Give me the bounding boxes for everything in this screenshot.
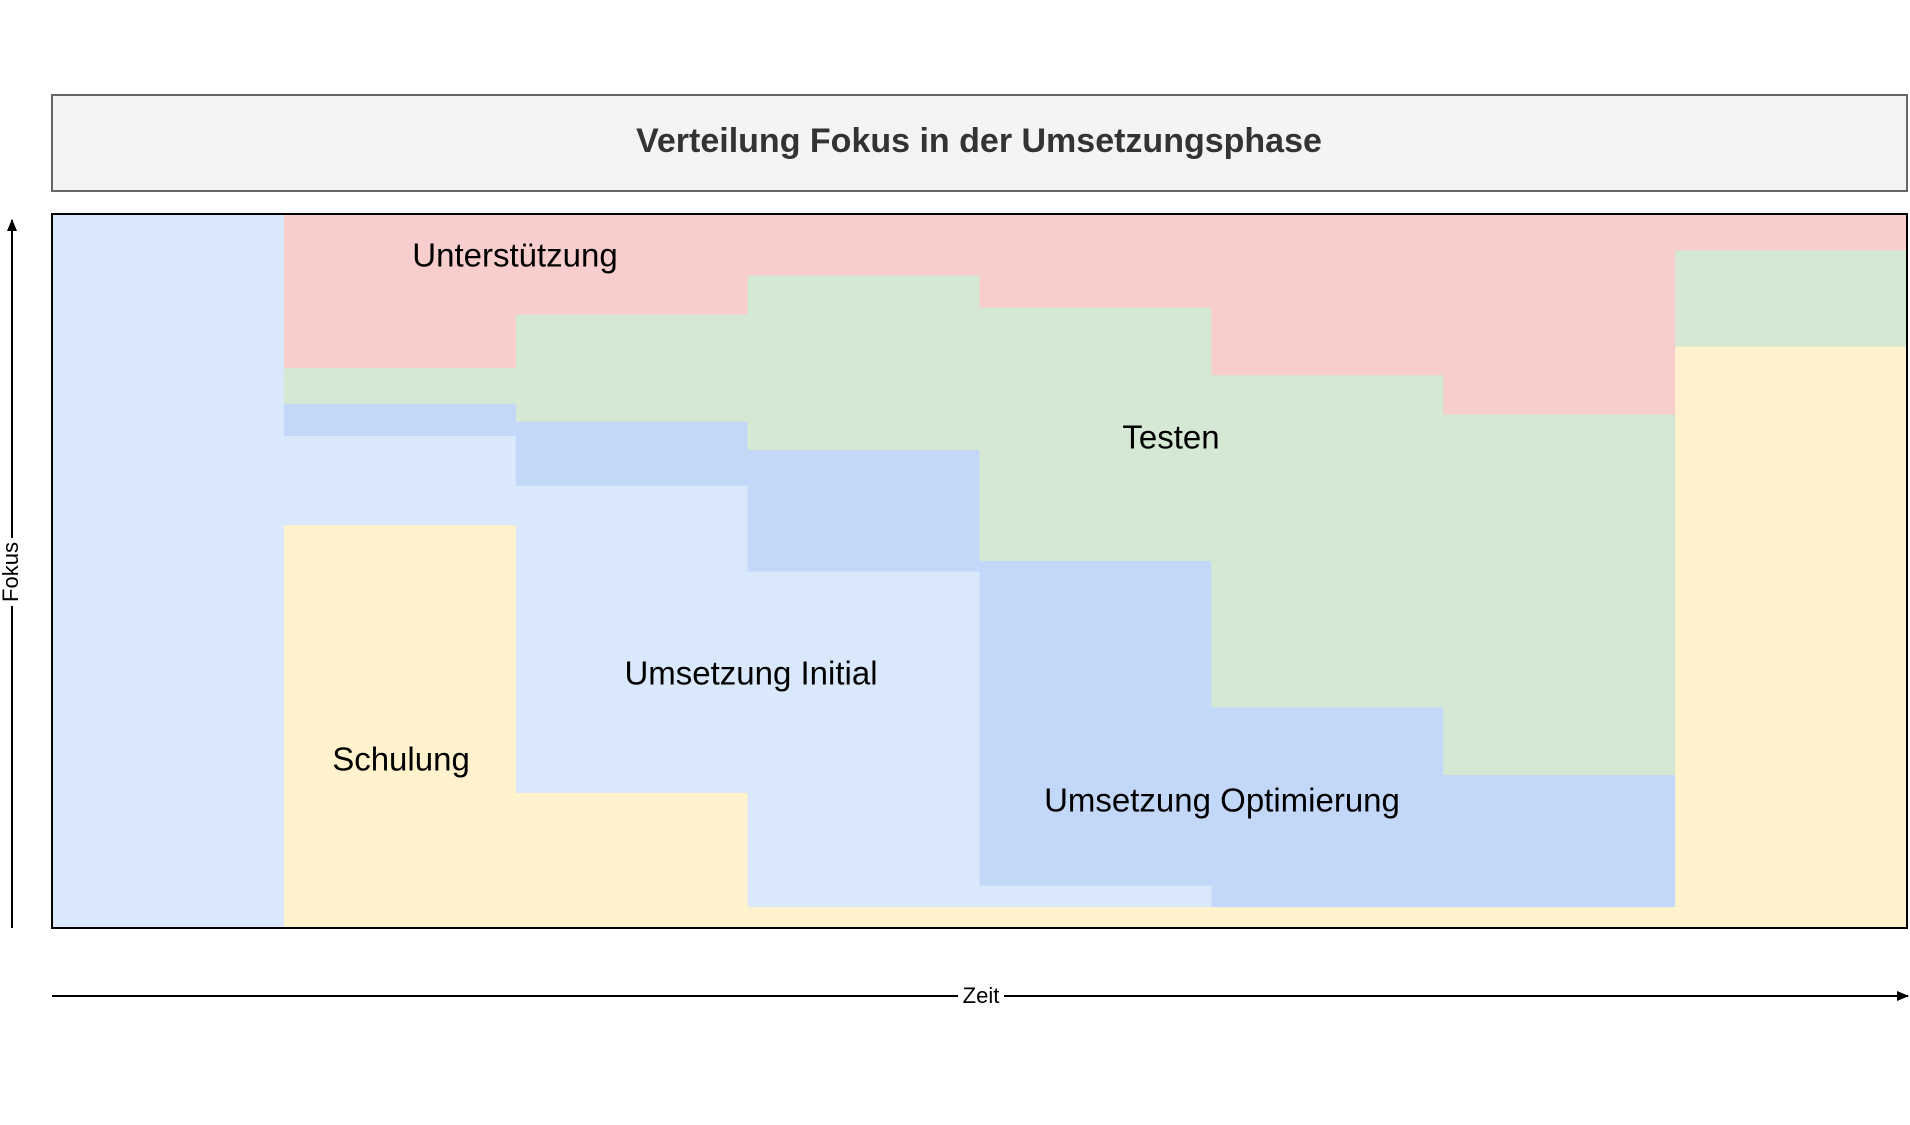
area-segment-unterstützung-t4 <box>747 214 981 276</box>
label-umsetzung-optimierung: Umsetzung Optimierung <box>1044 782 1400 819</box>
area-segment-testen-t3 <box>515 313 749 422</box>
area-segment-umsetzung-initial-t4 <box>747 571 981 908</box>
plot-area <box>52 214 1908 929</box>
region-labels: Unterstützung Testen Umsetzung Initial S… <box>332 237 1400 819</box>
x-axis-label: Zeit <box>963 983 1000 1008</box>
area-segment-umsetzung-initial-t1 <box>52 214 285 929</box>
area-segment-schulung-t6 <box>1211 906 1444 929</box>
area-segment-schulung-t2 <box>283 524 517 929</box>
area-segment-umsetzung-optimierung-t4 <box>747 449 981 572</box>
area-segment-umsetzung-optimierung-t2 <box>283 403 517 436</box>
area-segment-testen-t7 <box>1443 413 1676 776</box>
area-segment-unterstützung-t6 <box>1211 214 1444 376</box>
y-axis: Fokus <box>0 219 23 928</box>
area-segment-testen-t5 <box>979 306 1212 561</box>
label-testen: Testen <box>1122 419 1219 456</box>
area-segment-unterstützung-t7 <box>1443 214 1676 415</box>
label-unterstuetzung: Unterstützung <box>412 237 617 274</box>
area-segment-schulung-t4 <box>747 906 981 929</box>
plot-frame <box>51 213 1908 929</box>
area-segment-testen-t4 <box>747 274 981 451</box>
area-segment-schulung-t5 <box>979 906 1212 929</box>
chart-title: Verteilung Fokus in der Umsetzungsphase <box>636 122 1322 160</box>
area-segment-testen-t6 <box>1211 374 1444 708</box>
area-segment-testen-t2 <box>283 367 517 404</box>
area-segment-umsetzung-optimierung-t7 <box>1443 774 1676 908</box>
label-schulung: Schulung <box>332 741 470 778</box>
area-segment-umsetzung-initial-t5 <box>979 885 1212 908</box>
area-segment-umsetzung-initial-t3 <box>515 485 749 793</box>
area-segment-umsetzung-initial-t2 <box>283 435 517 526</box>
x-axis: Zeit <box>52 983 1909 1008</box>
area-segment-umsetzung-optimierung-t6 <box>1211 706 1444 908</box>
area-segment-umsetzung-optimierung-t3 <box>515 421 749 486</box>
area-segment-schulung-t8 <box>1675 346 1908 929</box>
chart-title-box: Verteilung Fokus in der Umsetzungsphase <box>51 94 1908 192</box>
area-segment-schulung-t3 <box>515 792 749 929</box>
area-segment-testen-t8 <box>1675 249 1908 347</box>
title-box-background <box>51 94 1908 192</box>
y-axis-label-background <box>2 538 22 606</box>
area-segment-umsetzung-optimierung-t5 <box>979 560 1212 886</box>
area-segment-unterstützung-t8 <box>1675 214 1908 251</box>
area-segment-unterstützung-t2 <box>283 214 517 369</box>
area-segment-unterstützung-t3 <box>515 214 749 315</box>
x-axis-label-background <box>958 984 1004 1008</box>
label-umsetzung-initial: Umsetzung Initial <box>624 655 877 692</box>
y-axis-label: Fokus <box>0 542 23 602</box>
area-segment-schulung-t7 <box>1443 906 1676 929</box>
area-segment-unterstützung-t5 <box>979 214 1212 308</box>
